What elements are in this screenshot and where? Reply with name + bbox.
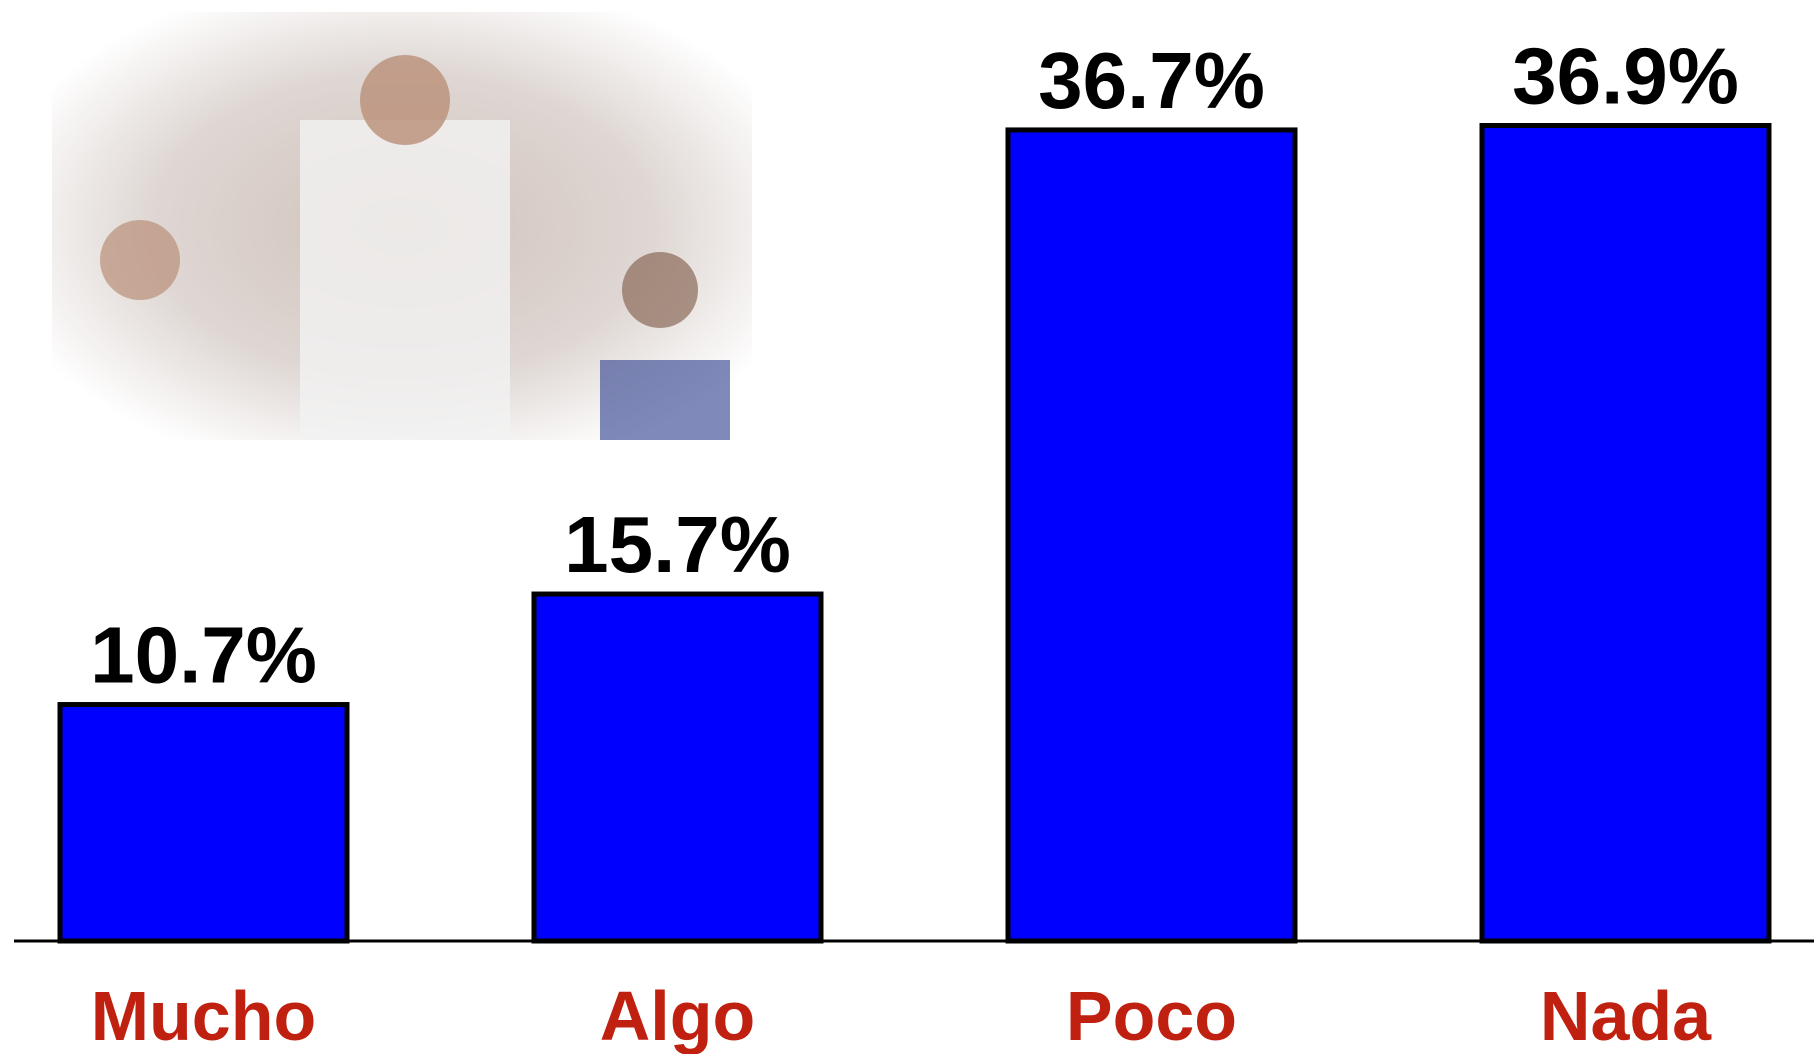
bar: [1005, 127, 1298, 944]
value-label: 36.9%: [1512, 32, 1739, 121]
value-label: 36.7%: [1038, 36, 1265, 125]
category-label: Algo: [600, 977, 756, 1054]
photo: [52, 12, 752, 440]
value-label: 10.7%: [90, 611, 317, 700]
bar: [57, 702, 350, 944]
bar: [1479, 123, 1772, 944]
category-label: Nada: [1540, 977, 1712, 1054]
category-label: Poco: [1066, 977, 1237, 1054]
value-label: 15.7%: [564, 500, 791, 589]
bar: [531, 591, 824, 944]
category-label: Mucho: [91, 977, 317, 1054]
